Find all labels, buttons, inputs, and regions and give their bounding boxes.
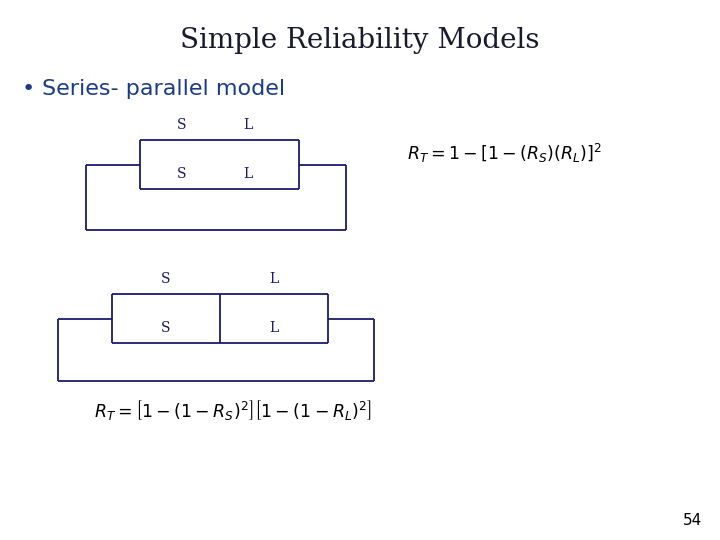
Text: L: L	[269, 272, 278, 286]
Text: •: •	[22, 79, 35, 99]
Text: S: S	[176, 118, 186, 132]
Text: L: L	[244, 118, 253, 132]
Text: Series- parallel model: Series- parallel model	[42, 79, 285, 99]
Text: L: L	[269, 321, 278, 335]
Text: S: S	[161, 272, 171, 286]
Text: S: S	[176, 167, 186, 181]
Text: 54: 54	[683, 513, 702, 528]
Text: S: S	[161, 321, 171, 335]
Text: $R_T = \left[1-(1-R_S)^2\right]\left[1-(1-R_L)^2\right]$: $R_T = \left[1-(1-R_S)^2\right]\left[1-(…	[94, 399, 372, 422]
Text: $R_T = 1-\left[1-(R_S)(R_L)\right]^2$: $R_T = 1-\left[1-(R_S)(R_L)\right]^2$	[407, 143, 602, 165]
Text: L: L	[244, 167, 253, 181]
Text: Simple Reliability Models: Simple Reliability Models	[180, 27, 540, 54]
